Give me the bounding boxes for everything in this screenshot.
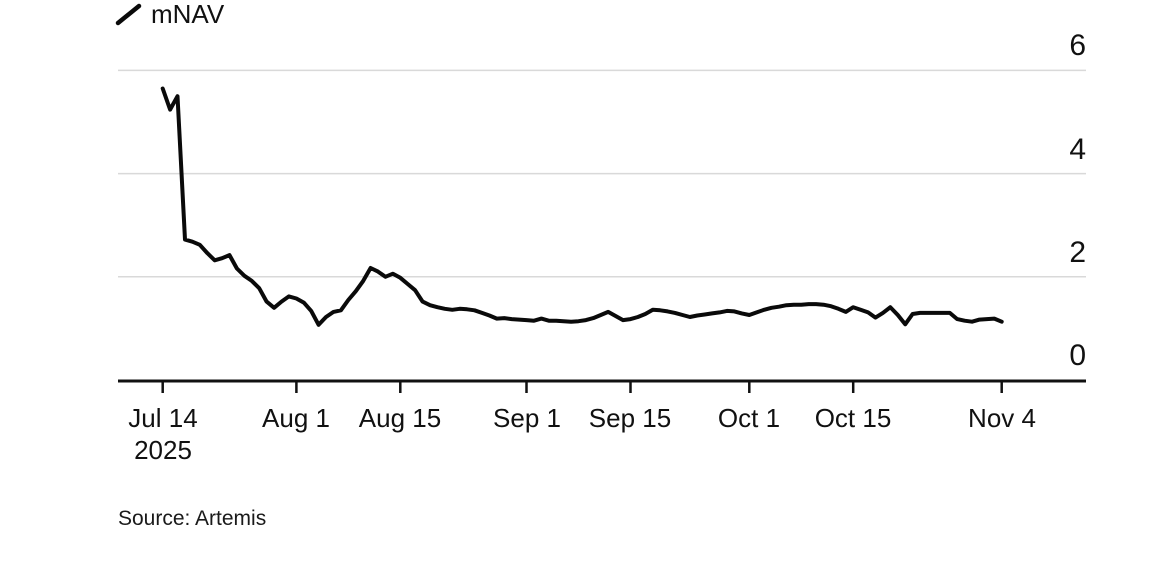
source-caption: Source: Artemis <box>118 507 267 530</box>
y-axis-label: 0 <box>1069 339 1086 372</box>
legend-label: mNAV <box>151 0 225 29</box>
x-axis-sublabel: 2025 <box>134 435 192 465</box>
y-axis-label: 6 <box>1069 29 1086 62</box>
chart-legend: mNAV <box>115 1 224 27</box>
x-axis-label: Aug 15 <box>358 403 442 433</box>
x-axis-label: Oct 1 <box>717 403 781 433</box>
x-axis-label: Sep 1 <box>493 403 561 433</box>
y-axis-label: 4 <box>1069 133 1086 166</box>
y-axis-label: 2 <box>1069 236 1086 269</box>
x-axis-label: Aug 1 <box>262 403 330 433</box>
x-axis-label: Jul 14 2025 <box>128 403 198 465</box>
mnav-line-series <box>160 86 1004 327</box>
x-axis-label: Nov 4 <box>968 403 1036 433</box>
legend-line-icon <box>115 3 142 26</box>
x-axis-label: Sep 15 <box>588 403 672 433</box>
x-axis-label: Oct 15 <box>814 403 892 433</box>
